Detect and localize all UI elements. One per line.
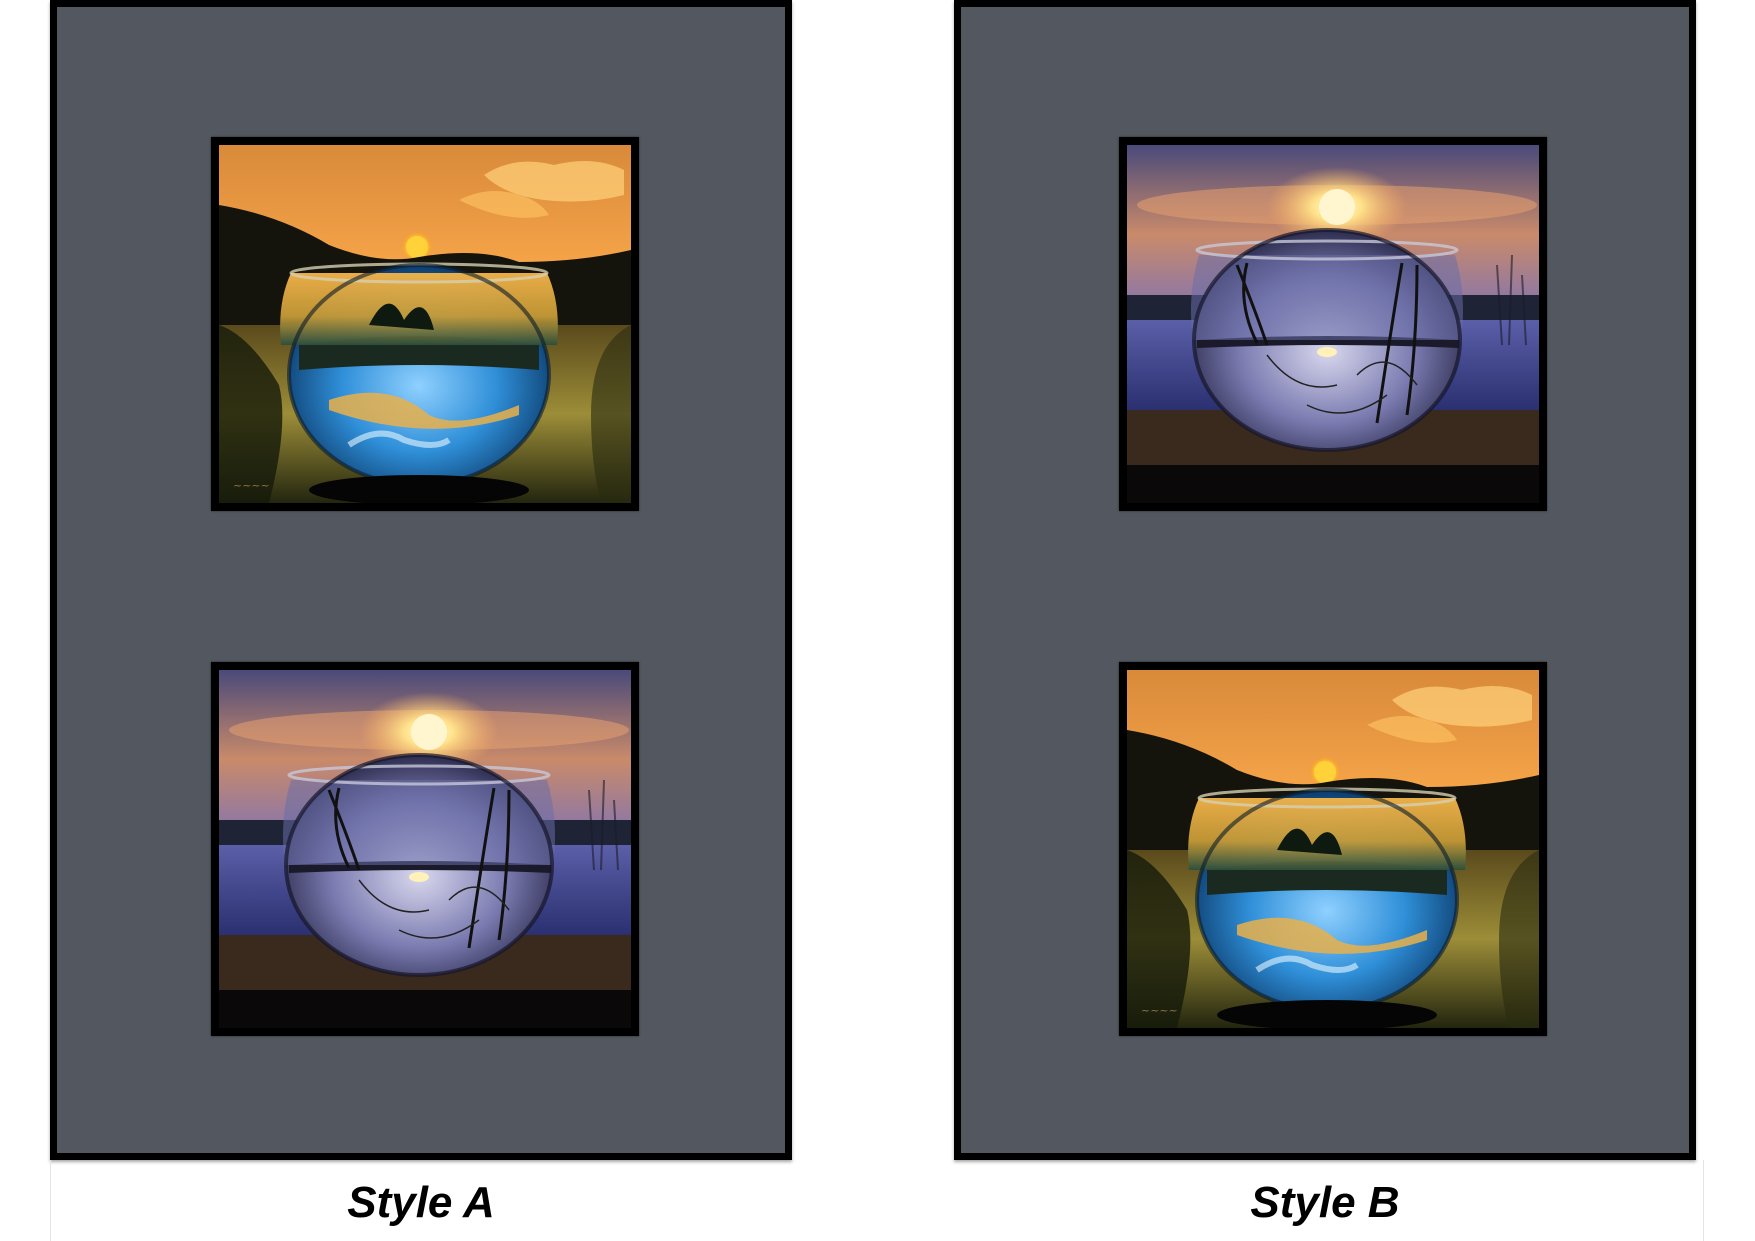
photo-golden-sunset-bowl: ~~~~ [211, 137, 639, 511]
guide-line [1703, 1160, 1704, 1241]
photo-purple-sunset-bowl [211, 662, 639, 1036]
caption-style-b: Style B [1250, 1178, 1400, 1227]
guide-line [50, 1160, 51, 1241]
svg-text:~~~~: ~~~~ [1141, 1004, 1178, 1017]
photo-purple-sunset-bowl [1119, 137, 1547, 511]
svg-text:~~~~: ~~~~ [233, 479, 270, 492]
photo-golden-sunset-bowl: ~~~~ [1119, 662, 1547, 1036]
caption-style-a: Style A [347, 1178, 495, 1227]
